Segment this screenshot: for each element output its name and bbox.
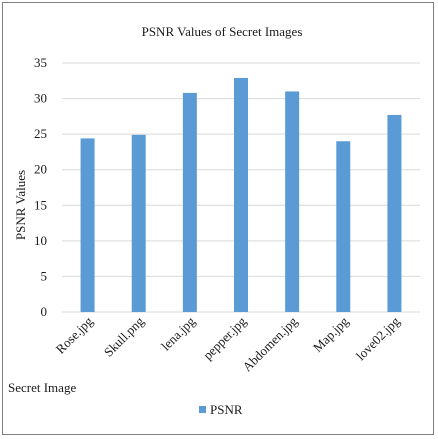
bar-lena-jpg [182,92,197,312]
y-tick-label: 20 [34,162,47,177]
x-axis-label: Secret Image [8,380,76,395]
y-tick-label: 35 [34,55,47,70]
x-tick-label: lena.jpg [158,313,198,353]
legend: PSNR [199,402,243,417]
x-tick-label: Map.jpg [310,313,352,355]
x-tick-label: Abdomen.jpg [239,313,300,374]
y-tick-labels: 0 5 10 15 20 25 30 35 [34,55,47,319]
chart-frame [2,2,434,435]
x-tick-label: Skull.png [101,313,147,359]
bar-pepper-jpg [234,77,248,312]
y-tick-label: 0 [41,304,48,319]
chart-title: PSNR Values of Secret Images [142,24,303,39]
legend-label: PSNR [210,402,243,417]
x-tick-label: love02.jpg [353,313,403,363]
y-tick-label: 5 [41,268,48,283]
x-tick-label: Rose.jpg [53,313,96,356]
bar-love02-jpg [387,114,402,312]
y-tick-label: 30 [34,91,47,106]
y-tick-label: 25 [34,126,47,141]
bar-map-jpg [336,141,351,312]
bars [80,77,402,312]
x-tick-label: pepper.jpg [200,313,250,363]
legend-swatch [199,406,206,413]
y-tick-label: 10 [34,233,47,248]
bar-skull-png [131,134,146,312]
y-tick-label: 15 [34,197,47,212]
bar-rose-jpg [80,138,95,312]
x-tick-labels: Rose.jpg Skull.png lena.jpg pepper.jpgAbdom… [53,313,403,374]
y-axis-label: PSNR Values [13,170,28,240]
bar-abdomen-jpg [285,91,300,312]
